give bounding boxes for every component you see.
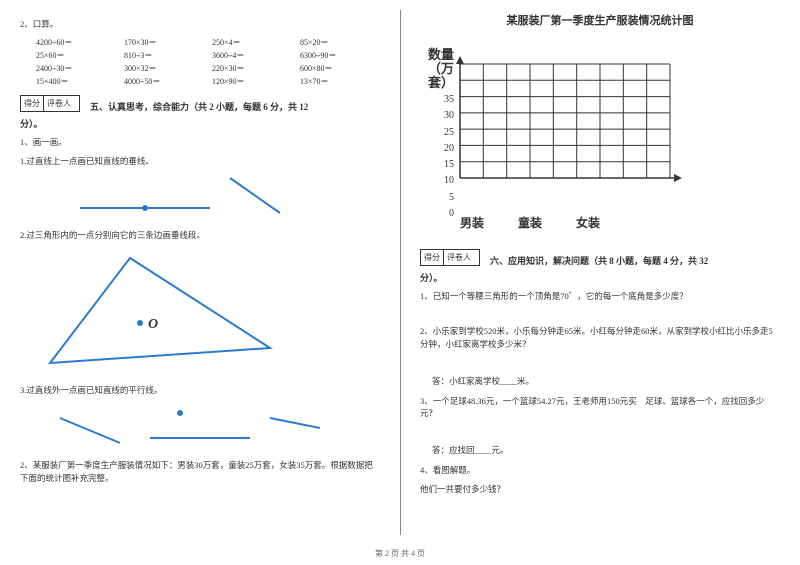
x-label: 女装: [576, 214, 600, 231]
svg-text:O: O: [148, 317, 158, 332]
y-tick: 0: [420, 206, 454, 222]
y-tick: 15: [420, 157, 454, 173]
y-tick: 30: [420, 108, 454, 124]
grader-label: 评卷人: [44, 96, 74, 111]
calc-cell: 2400÷30＝: [36, 63, 116, 74]
section-6-title: 六、应用知识，解决问题（共 8 小题，每题 4 分，共 32: [490, 254, 780, 267]
calc-grid: 4200÷60＝ 170×30＝ 250×4＝ 85×20＝ 25×60＝ 81…: [36, 37, 380, 87]
x-label: 男装: [460, 214, 484, 231]
x-label: 童装: [518, 214, 542, 231]
line-diagram-2: [20, 403, 320, 453]
calc-label: 2、口算。: [20, 18, 380, 31]
left-column: 2、口算。 4200÷60＝ 170×30＝ 250×4＝ 85×20＝ 25×…: [0, 0, 400, 565]
calc-cell: 120×90＝: [212, 76, 292, 87]
section-6-tail: 分）。: [420, 271, 780, 284]
y-ticks: 数量（万套） 35 30 25 20 15 10 5 0: [420, 32, 454, 222]
answer-2: 答：小红家离学校____米。: [432, 375, 780, 387]
problem-4-sub: 他们一共要付多少钱？: [420, 483, 780, 496]
x-labels: 男装 童装 女装: [460, 214, 780, 231]
chart-title: 某服装厂第一季度生产服装情况统计图: [420, 12, 780, 28]
problem-1: 1、已知一个等腰三角形的一个顶角是70゜，它的每一个底角是多少度？: [420, 290, 780, 303]
page-footer: 第 2 页 共 4 页: [0, 548, 800, 559]
calc-cell: 220×30＝: [212, 63, 292, 74]
score-label: 得分: [21, 96, 44, 111]
line-diagram-1: [20, 173, 280, 223]
y-tick: 10: [420, 173, 454, 189]
y-axis-label: 数量（万套）: [420, 48, 454, 90]
calc-cell: 3600÷4＝: [212, 50, 292, 61]
q1: 1、画一画。: [20, 136, 380, 149]
right-column: 某服装厂第一季度生产服装情况统计图 数量（万套） 35 30 25 20 15 …: [400, 0, 800, 565]
calc-cell: 810÷3＝: [124, 50, 204, 61]
y-tick: 35: [420, 92, 454, 108]
triangle-diagram: O: [20, 248, 280, 378]
problem-3: 3、一个足球48.36元，一个篮球54.27元，王老师用150元买 足球、篮球各…: [420, 395, 780, 421]
calc-cell: 600×80＝: [300, 63, 380, 74]
calc-cell: 250×4＝: [212, 37, 292, 48]
score-box: 得分 评卷人: [20, 95, 80, 112]
calc-cell: 25×60＝: [36, 50, 116, 61]
q1-2: 2.过三角形内的一点分别向它的三条边画垂线段。: [20, 229, 380, 242]
section-5-title: 五、认真思考，综合能力（共 2 小题，每题 6 分，共 12: [90, 100, 380, 113]
problem-4: 4、看图解题。: [420, 464, 780, 477]
calc-cell: 300×32＝: [124, 63, 204, 74]
section-5-tail: 分）。: [20, 117, 380, 130]
y-tick: 25: [420, 125, 454, 141]
score-box-2: 得分 评卷人: [420, 249, 480, 266]
q1-3: 3.过直线外一点画已知直线的平行线。: [20, 384, 380, 397]
grader-label: 评卷人: [444, 250, 474, 265]
bar-chart-grid: [454, 32, 684, 192]
calc-cell: 15×400＝: [36, 76, 116, 87]
calc-cell: 85×20＝: [300, 37, 380, 48]
q2-chart-desc: 2、某服装厂第一季度生产服装情况如下：男装30万套，童装25万套，女装35万套。…: [20, 459, 380, 485]
q1-1: 1.过直线上一点画已知直线的垂线。: [20, 155, 380, 168]
answer-3: 答：应找回____元。: [432, 444, 780, 456]
problem-2: 2、小乐家到学校520米，小乐每分钟走65米。小红每分钟走60米，从家到学校小红…: [420, 325, 780, 351]
calc-cell: 170×30＝: [124, 37, 204, 48]
calc-cell: 13×70＝: [300, 76, 380, 87]
calc-cell: 4200÷60＝: [36, 37, 116, 48]
y-tick: 5: [420, 190, 454, 206]
y-tick: 20: [420, 141, 454, 157]
score-label: 得分: [421, 250, 444, 265]
calc-cell: 6300÷90＝: [300, 50, 380, 61]
calc-cell: 4000÷50＝: [124, 76, 204, 87]
